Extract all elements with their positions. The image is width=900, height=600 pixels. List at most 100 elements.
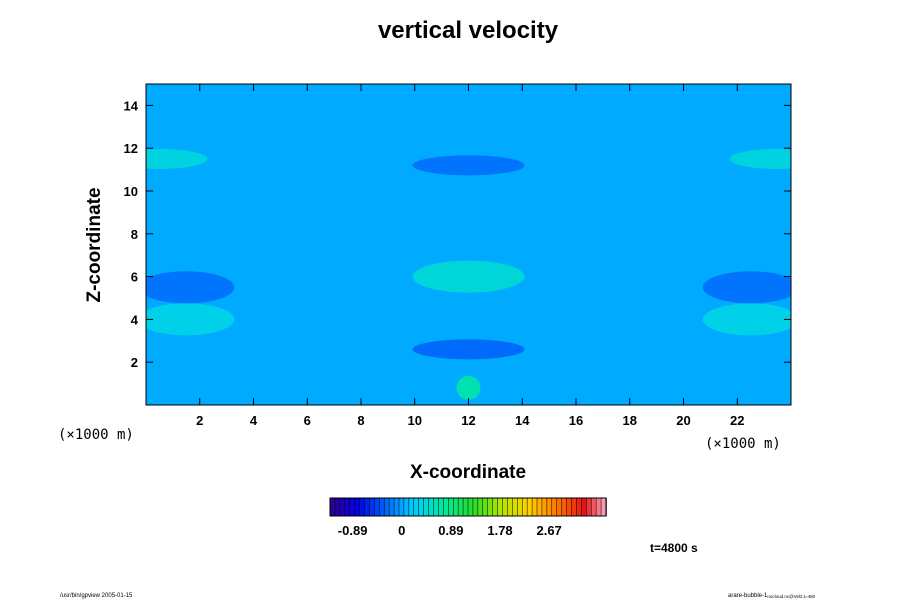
x-tick-label: 22 — [730, 413, 744, 428]
y-tick-label: 8 — [131, 227, 138, 242]
colorbar-segment — [329, 497, 336, 517]
x-tick-label: 18 — [623, 413, 637, 428]
colorbar-segment — [452, 497, 459, 517]
x-tick-label: 2 — [196, 413, 203, 428]
colorbar-segment — [576, 497, 583, 517]
colorbar-tick-label: 0 — [398, 523, 405, 538]
contour-feature — [412, 339, 525, 360]
colorbar-segment — [374, 497, 381, 517]
colorbar: -0.89 0 0.89 1.78 2.67 — [329, 497, 607, 538]
y-axis: 2 4 6 8 10 12 14 — [124, 98, 791, 370]
colorbar-segment — [383, 497, 390, 517]
colorbar-segment — [556, 497, 563, 517]
footer-right-sub: nocloud.nc@Vel2,t=480 — [767, 594, 815, 599]
x-axis-title: X-coordinate — [410, 462, 526, 483]
y-tick-label: 10 — [124, 184, 138, 199]
colorbar-segment — [433, 497, 440, 517]
colorbar-segment — [393, 497, 400, 517]
contour-feature — [146, 148, 208, 169]
x-unit-label-right: (×1000 m) — [705, 436, 781, 452]
colorbar-segment — [457, 497, 464, 517]
colorbar-segment — [418, 497, 425, 517]
colorbar-segment — [398, 497, 405, 517]
colorbar-segment — [349, 497, 356, 517]
colorbar-segment — [512, 497, 519, 517]
y-axis-title: Z-coordinate — [84, 187, 105, 302]
x-tick-label: 20 — [676, 413, 690, 428]
colorbar-segment — [502, 497, 509, 517]
x-tick-label: 8 — [357, 413, 364, 428]
footer-left: /usr/bin/gpview 2005-01-15 — [60, 593, 133, 599]
colorbar-segment — [521, 497, 528, 517]
colorbar-tick-label: 0.89 — [438, 523, 463, 538]
colorbar-segment — [408, 497, 415, 517]
colorbar-tick-label: -0.89 — [338, 523, 368, 538]
footer-right-main: arare-bubble-1 — [728, 593, 768, 599]
contour-feature — [456, 375, 481, 400]
contour-feature — [146, 271, 235, 304]
colorbar-segment — [492, 497, 499, 517]
contour-feature — [702, 271, 791, 304]
time-label: t=4800 s — [650, 541, 698, 555]
colorbar-segment — [339, 497, 346, 517]
colorbar-segment — [364, 497, 371, 517]
colorbar-segment — [497, 497, 504, 517]
contour-feature — [729, 148, 791, 169]
colorbar-segment — [369, 497, 376, 517]
colorbar-segment — [546, 497, 553, 517]
x-tick-label: 16 — [569, 413, 583, 428]
x-tick-label: 14 — [515, 413, 530, 428]
contour-feature — [412, 155, 525, 176]
colorbar-segment — [438, 497, 445, 517]
colorbar-segment — [595, 497, 602, 517]
colorbar-segment — [507, 497, 514, 517]
contour-feature — [146, 303, 235, 336]
colorbar-segment — [354, 497, 361, 517]
colorbar-segment — [448, 497, 454, 517]
x-tick-label: 6 — [304, 413, 311, 428]
colorbar-segment — [487, 497, 494, 517]
colorbar-segment — [531, 497, 538, 517]
colorbar-tick-label: 2.67 — [536, 523, 561, 538]
colorbar-segment — [517, 497, 523, 517]
colorbar-segment — [462, 497, 469, 517]
y-tick-label: 2 — [131, 355, 138, 370]
colorbar-segment — [472, 497, 479, 517]
colorbar-segment — [413, 497, 420, 517]
colorbar-segment — [344, 497, 351, 517]
colorbar-segment — [467, 497, 474, 517]
colorbar-tick-label: 1.78 — [487, 523, 512, 538]
x-unit-label-left: (×1000 m) — [58, 427, 134, 443]
chart-title: vertical velocity — [378, 17, 559, 44]
colorbar-segment — [536, 497, 543, 517]
x-tick-label: 10 — [408, 413, 422, 428]
colorbar-segment — [566, 497, 573, 517]
contour-feature — [412, 260, 525, 293]
contour-field — [146, 148, 791, 400]
colorbar-segment — [388, 497, 395, 517]
colorbar-segment — [561, 497, 568, 517]
x-tick-label: 4 — [250, 413, 258, 428]
colorbar-segment — [526, 497, 533, 517]
colorbar-segment — [586, 497, 592, 517]
colorbar-segment — [334, 497, 341, 517]
colorbar-frame — [329, 497, 607, 517]
colorbar-segment — [541, 497, 548, 517]
y-tick-label: 12 — [124, 141, 138, 156]
colorbar-segment — [571, 497, 578, 517]
colorbar-segment — [423, 497, 430, 517]
colorbar-segment — [443, 497, 450, 517]
x-tick-label: 12 — [461, 413, 475, 428]
colorbar-segment — [379, 497, 385, 517]
colorbar-segment — [590, 497, 597, 517]
y-tick-label: 14 — [124, 98, 139, 113]
colorbar-segment — [403, 497, 410, 517]
colorbar-segment — [359, 497, 366, 517]
colorbar-segment — [581, 497, 588, 517]
contour-feature — [702, 303, 791, 336]
y-tick-label: 6 — [131, 270, 138, 285]
footer-right: arare-bubble-1nocloud.nc@Vel2,t=480 — [728, 593, 816, 599]
y-tick-label: 4 — [131, 312, 139, 327]
plot-area — [145, 83, 792, 406]
colorbar-segment — [428, 497, 435, 517]
